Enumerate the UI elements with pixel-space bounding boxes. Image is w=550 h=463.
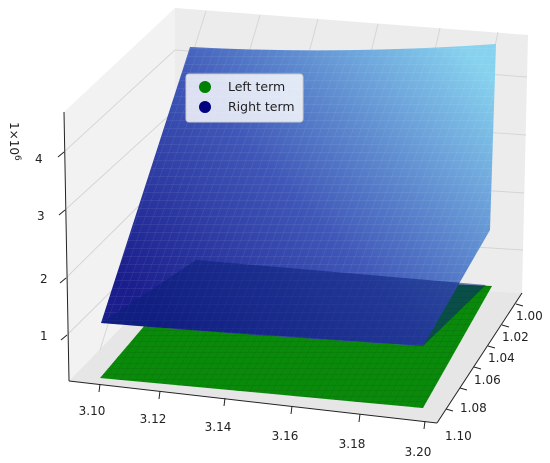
legend: Left term Right term	[185, 73, 304, 123]
y-tick-label: 1.06	[474, 373, 501, 387]
axes	[63, 111, 523, 424]
y-tick-labels: 1.00 1.02 1.04 1.06 1.08 1.10	[445, 309, 543, 443]
legend-box	[185, 73, 304, 123]
z-tick-label: 4	[35, 152, 43, 166]
y-axis-line	[436, 292, 523, 424]
z-tick-label: 1	[40, 329, 48, 343]
x-tick-labels: 3.10 3.12 3.14 3.16 3.18 3.20	[79, 404, 432, 459]
x-tick-label: 3.16	[272, 429, 299, 443]
x-tick-label: 3.12	[140, 412, 167, 426]
legend-marker-right-term	[199, 101, 211, 113]
y-tick-label: 1.08	[460, 401, 487, 415]
x-tick-label: 3.10	[79, 404, 106, 418]
y-tick-label: 1.04	[488, 351, 515, 365]
x-tick-label: 3.14	[205, 420, 232, 434]
legend-label-left-term: Left term	[228, 79, 285, 94]
y-tick-label: 1.00	[516, 309, 543, 323]
x-tick-label: 3.18	[339, 437, 366, 451]
legend-label-right-term: Right term	[228, 99, 295, 114]
z-offset-base: 1×10	[7, 122, 21, 155]
z-axis-line	[63, 111, 70, 382]
tick-marks	[57, 151, 524, 430]
legend-marker-left-term	[199, 81, 211, 93]
y-tick-label: 1.10	[445, 429, 472, 443]
x-tick-label: 3.20	[405, 445, 432, 459]
z-offset-exp: 6	[12, 155, 22, 161]
z-offset-label: 1×106	[7, 122, 22, 161]
z-tick-label: 3	[37, 209, 45, 223]
y-tick-label: 1.02	[502, 330, 529, 344]
x-axis-line	[68, 380, 438, 424]
z-tick-labels: 1 2 3 4	[35, 152, 48, 343]
z-tick-label: 2	[40, 272, 48, 286]
